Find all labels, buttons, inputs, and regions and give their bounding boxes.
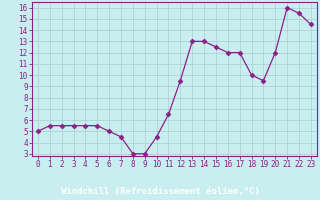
Text: Windchill (Refroidissement éolien,°C): Windchill (Refroidissement éolien,°C) [60,187,260,196]
